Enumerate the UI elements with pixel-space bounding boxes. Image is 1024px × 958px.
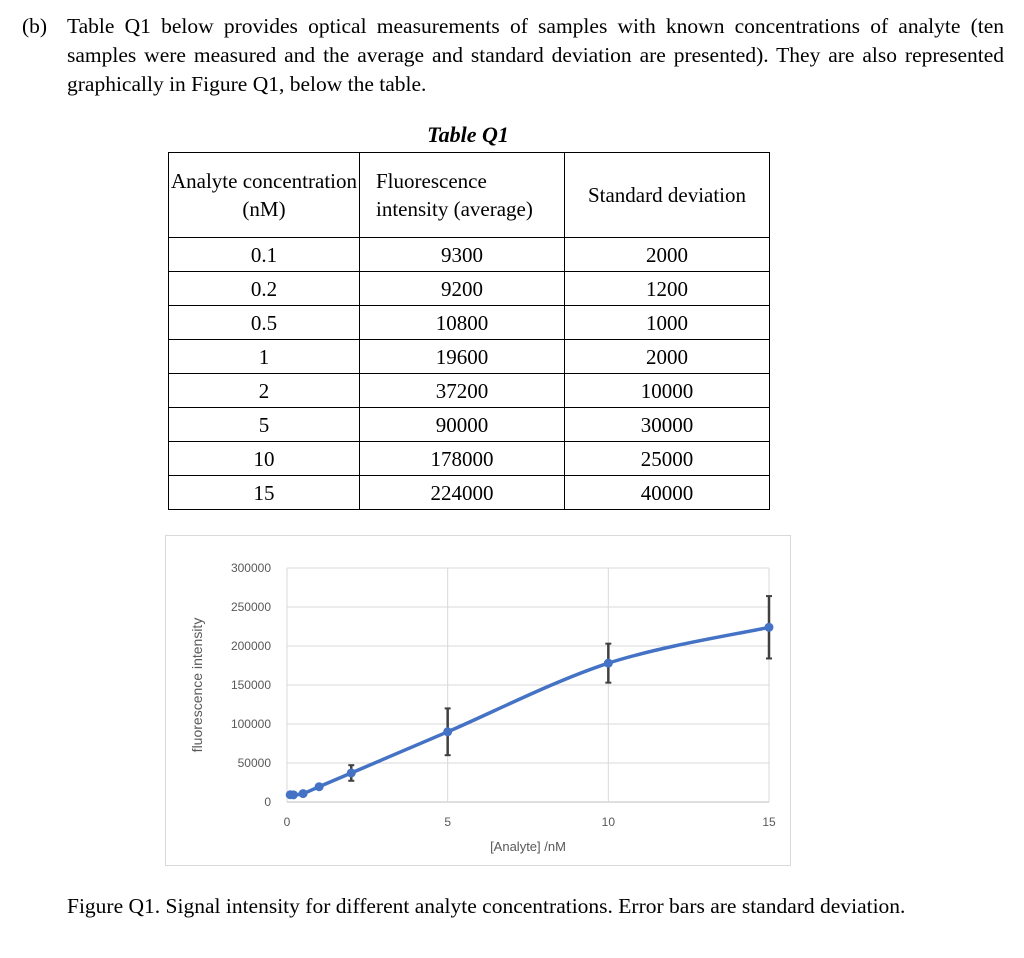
- table-title: Table Q1: [427, 122, 509, 147]
- data-point: [603, 658, 613, 668]
- table-row: 10 178000 25000: [168, 441, 770, 476]
- chart-svg: 0 50000 100000 150000 200000 250000 300000 0 5 10…: [189, 561, 776, 854]
- cell-concentration: 0.1: [168, 237, 360, 272]
- y-tick-label: 200000: [231, 639, 271, 653]
- cell-concentration: 2: [168, 373, 360, 408]
- y-tick-label: 0: [264, 795, 271, 809]
- y-tick-label: 150000: [231, 678, 271, 692]
- cell-intensity: 90000: [359, 407, 565, 442]
- x-tick-label: 10: [602, 815, 616, 829]
- data-point: [298, 789, 308, 799]
- table-row: 2 37200 10000: [168, 373, 770, 408]
- data-point: [443, 727, 453, 737]
- table-row: 15 224000 40000: [168, 475, 770, 510]
- header-concentration: Analyte concentration (nM): [168, 152, 360, 238]
- table-row: 0.5 10800 1000: [168, 305, 770, 340]
- cell-concentration: 0.5: [168, 305, 360, 340]
- cell-intensity: 224000: [359, 475, 565, 510]
- x-axis-label: [Analyte] /nM: [490, 839, 566, 854]
- cell-stddev: 25000: [564, 441, 770, 476]
- series-line: [290, 625, 770, 797]
- cell-concentration: 1: [168, 339, 360, 374]
- table-header-row: Analyte concentration (nM) Fluorescence …: [168, 152, 770, 238]
- cell-intensity: 37200: [359, 373, 565, 408]
- cell-intensity: 10800: [359, 305, 565, 340]
- figure-caption: Figure Q1. Signal intensity for differen…: [67, 894, 906, 918]
- y-tick-label: 50000: [238, 756, 272, 770]
- y-tick-label: 250000: [231, 600, 271, 614]
- cell-stddev: 40000: [564, 475, 770, 510]
- cell-intensity: 178000: [359, 441, 565, 476]
- cell-concentration: 5: [168, 407, 360, 442]
- cell-stddev: 30000: [564, 407, 770, 442]
- table-row: 1 19600 2000: [168, 339, 770, 374]
- cell-concentration: 10: [168, 441, 360, 476]
- cell-concentration: 15: [168, 475, 360, 510]
- cell-stddev: 2000: [564, 237, 770, 272]
- cell-stddev: 1000: [564, 305, 770, 340]
- question-label: (b): [22, 14, 48, 38]
- header-intensity: Fluorescence intensity (average): [359, 152, 565, 238]
- cell-stddev: 1200: [564, 271, 770, 306]
- cell-intensity: 9300: [359, 237, 565, 272]
- y-tick-label: 300000: [231, 561, 271, 575]
- header-stddev: Standard deviation: [564, 152, 770, 238]
- cell-intensity: 19600: [359, 339, 565, 374]
- table-row: 0.1 9300 2000: [168, 237, 770, 272]
- question-text: Table Q1 below provides optical measurem…: [67, 14, 1004, 96]
- y-tick-label: 100000: [231, 717, 271, 731]
- x-tick-label: 0: [284, 815, 291, 829]
- data-point: [314, 782, 324, 792]
- data-point: [346, 768, 356, 778]
- y-axis-label: fluorescence intensity: [189, 618, 205, 753]
- table-row: 0.2 9200 1200: [168, 271, 770, 306]
- measurements-table: Analyte concentration (nM) Fluorescence …: [168, 152, 770, 510]
- x-tick-label: 15: [762, 815, 776, 829]
- data-point: [288, 790, 298, 800]
- question-paragraph: (b) Table Q1 below provides optical meas…: [22, 12, 1004, 99]
- x-tick-label: 5: [444, 815, 451, 829]
- cell-stddev: 10000: [564, 373, 770, 408]
- cell-stddev: 2000: [564, 339, 770, 374]
- cell-intensity: 9200: [359, 271, 565, 306]
- table-row: 5 90000 30000: [168, 407, 770, 442]
- figure-q1-chart: 0 50000 100000 150000 200000 250000 300000 0 5 10…: [165, 535, 791, 866]
- cell-concentration: 0.2: [168, 271, 360, 306]
- data-point: [764, 622, 774, 632]
